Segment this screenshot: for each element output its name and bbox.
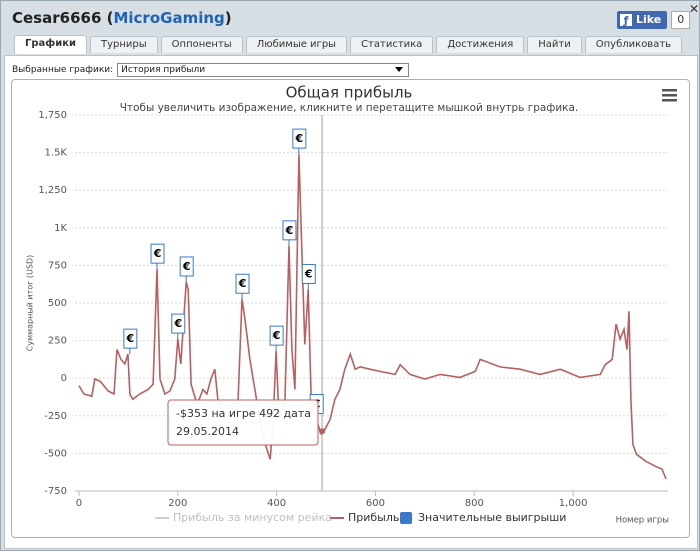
tooltip-text: -$353 на игре 492 дата (176, 407, 311, 420)
y-tick-label: 1K (54, 223, 67, 234)
flag: € (235, 273, 250, 300)
flag-label: € (153, 247, 162, 260)
tab[interactable]: Статистика (350, 36, 434, 53)
chart-selector: Выбранные графики: История прибыли (12, 63, 410, 77)
hover-point (319, 428, 326, 435)
flag: € (301, 263, 316, 290)
y-tick-label: 1,750 (38, 110, 67, 121)
tab[interactable]: Найти (527, 36, 582, 53)
content-panel (4, 55, 698, 549)
x-tick-label: 800 (465, 498, 484, 509)
tooltip-text: 29.05.2014 (176, 425, 239, 438)
flag-box (179, 256, 194, 277)
tab[interactable]: Турниры (90, 36, 158, 53)
y-tick-label: 750 (48, 260, 67, 271)
fb-icon: ƒ (620, 14, 632, 27)
flag-label: € (304, 267, 313, 280)
flag-label: € (272, 329, 281, 342)
y-tick-label: 1,250 (38, 185, 67, 196)
flag-label: € (238, 277, 247, 290)
tab[interactable]: Любимые игры (245, 36, 348, 53)
flag-box (235, 273, 250, 294)
tab[interactable]: Достижения (436, 36, 525, 53)
title-close: ) (224, 9, 232, 27)
x-tick-label: 0 (76, 498, 82, 509)
profit-line (78, 154, 667, 480)
flag-label: € (182, 260, 191, 273)
flag-box (150, 243, 165, 264)
like-count: 0 (671, 11, 691, 29)
tabs: Графики Турниры Оппоненты Любимые игры Стати… (14, 35, 683, 54)
close-button[interactable]: ✕ (689, 2, 700, 16)
flag: € (150, 243, 165, 270)
y-tick-label: 500 (48, 298, 67, 309)
like-widget: ƒ Like 0 (617, 11, 691, 29)
legend-label: Прибыль (348, 511, 399, 524)
flag: € (269, 325, 284, 352)
y-axis-title: Суммарный итог (USD) (26, 255, 35, 352)
flag-box (301, 263, 316, 284)
y-tick-label: -250 (44, 411, 67, 422)
x-tick-label: 200 (168, 498, 187, 509)
flag: € (179, 256, 194, 282)
y-tick-label: 1.5K (45, 148, 68, 159)
tab[interactable]: Опубликовать (584, 36, 683, 53)
selector-label: Выбранные графики: (12, 65, 114, 75)
y-tick-label: 250 (48, 336, 67, 347)
legend-label: Прибыль за минусом рейка (173, 511, 332, 524)
flag-label: € (173, 317, 182, 330)
like-button[interactable]: ƒ Like (617, 11, 668, 29)
flag: € (171, 313, 186, 340)
flag: € (292, 128, 307, 155)
flag-box (123, 328, 138, 349)
like-label: Like (636, 13, 662, 26)
flag-box (282, 220, 297, 241)
legend-label: Значительные выигрыши (418, 511, 566, 524)
y-tick-label: -500 (44, 448, 67, 459)
window-title: Cesar6666 (MicroGaming) (12, 9, 232, 27)
x-tick-label: 600 (366, 498, 385, 509)
flag-label: € (295, 132, 304, 145)
legend-swatch (400, 512, 412, 524)
flag-box (171, 313, 186, 334)
flag: € (123, 328, 138, 355)
chart-frame (11, 79, 690, 538)
tooltip-box (167, 399, 319, 446)
chart-title: Общая прибыль (286, 84, 413, 102)
chart-subtitle: Чтобы увеличить изображение, кликните и … (120, 102, 579, 114)
y-tick-label: -750 (44, 486, 67, 497)
x-axis-title: Номер игры (616, 516, 669, 526)
y-tick-label: 0 (61, 373, 67, 384)
selector-dropdown[interactable]: История прибыли (117, 63, 410, 77)
flag-box (292, 128, 307, 149)
tab[interactable]: Оппоненты (160, 36, 243, 53)
x-tick-label: 400 (267, 498, 286, 509)
x-tick-label: 1,000 (559, 498, 588, 509)
flag-box (269, 325, 284, 346)
tab[interactable]: Графики (14, 35, 88, 54)
menu-icon[interactable] (662, 89, 677, 102)
flag-label: € (126, 332, 135, 345)
network-name[interactable]: MicroGaming (113, 9, 225, 27)
flag: € (282, 220, 297, 246)
player-name: Cesar6666 ( (12, 9, 114, 27)
flag-label: € (285, 224, 294, 237)
